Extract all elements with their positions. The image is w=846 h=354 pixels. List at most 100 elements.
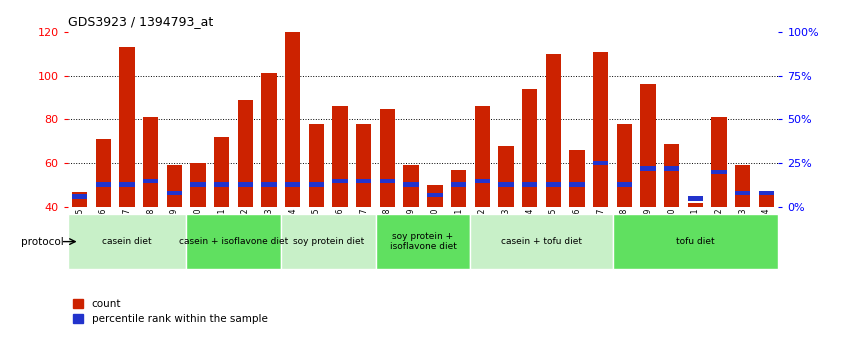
Bar — [380, 179, 395, 183]
Text: casein + tofu diet: casein + tofu diet — [501, 237, 582, 246]
Bar — [143, 179, 158, 183]
Bar — [261, 74, 277, 207]
Bar — [404, 165, 419, 207]
Text: tofu diet: tofu diet — [676, 237, 715, 246]
Bar — [664, 166, 679, 171]
Bar — [617, 182, 632, 187]
Bar — [522, 89, 537, 207]
Bar — [735, 191, 750, 195]
Text: protocol: protocol — [20, 236, 63, 247]
Text: GSM586072: GSM586072 — [715, 207, 723, 256]
Text: GSM586069: GSM586069 — [644, 207, 652, 256]
Text: GSM586052: GSM586052 — [241, 207, 250, 256]
Text: GSM586057: GSM586057 — [360, 207, 368, 256]
Text: GSM586059: GSM586059 — [407, 207, 415, 256]
Bar — [356, 124, 371, 207]
Bar — [569, 182, 585, 187]
Bar — [475, 106, 490, 207]
Bar — [593, 52, 608, 207]
Bar — [376, 214, 470, 269]
Bar — [72, 192, 87, 207]
Bar — [119, 182, 135, 187]
Text: GSM586058: GSM586058 — [383, 207, 392, 256]
Bar — [186, 214, 281, 269]
Bar — [711, 170, 727, 174]
Bar — [167, 191, 182, 195]
Bar — [759, 191, 774, 195]
Bar — [451, 170, 466, 207]
Text: GSM586062: GSM586062 — [478, 207, 486, 256]
Bar — [356, 179, 371, 183]
Bar — [735, 165, 750, 207]
Bar — [470, 214, 613, 269]
Bar — [522, 182, 537, 187]
Bar — [96, 139, 111, 207]
Text: soy protein diet: soy protein diet — [293, 237, 364, 246]
Text: GSM586046: GSM586046 — [99, 207, 107, 256]
Text: casein diet: casein diet — [102, 237, 151, 246]
Bar — [617, 124, 632, 207]
Bar — [664, 144, 679, 207]
Bar — [214, 182, 229, 187]
Bar — [238, 100, 253, 207]
Bar — [498, 146, 514, 207]
Bar — [451, 182, 466, 187]
Text: GSM586055: GSM586055 — [312, 207, 321, 256]
Bar — [143, 117, 158, 207]
Bar — [332, 179, 348, 183]
Text: GSM586064: GSM586064 — [525, 207, 534, 256]
Text: GSM586068: GSM586068 — [620, 207, 629, 256]
Text: GSM586067: GSM586067 — [596, 207, 605, 256]
Bar — [285, 182, 300, 187]
Bar — [285, 32, 300, 207]
Text: GSM586045: GSM586045 — [75, 207, 84, 256]
Bar — [380, 109, 395, 207]
Bar — [190, 182, 206, 187]
Text: GSM586050: GSM586050 — [194, 207, 202, 256]
Bar — [167, 165, 182, 207]
Bar — [640, 166, 656, 171]
Legend: count, percentile rank within the sample: count, percentile rank within the sample — [73, 299, 267, 324]
Bar — [546, 182, 561, 187]
Text: GSM586048: GSM586048 — [146, 207, 155, 256]
Text: GSM586060: GSM586060 — [431, 207, 439, 256]
Bar — [688, 196, 703, 200]
Bar — [546, 54, 561, 207]
Bar — [613, 214, 778, 269]
Text: GSM586070: GSM586070 — [667, 207, 676, 256]
Text: GSM586073: GSM586073 — [739, 207, 747, 256]
Bar — [238, 182, 253, 187]
Text: GSM586063: GSM586063 — [502, 207, 510, 256]
Text: GSM586049: GSM586049 — [170, 207, 179, 256]
Text: GSM586047: GSM586047 — [123, 207, 131, 256]
Bar — [332, 106, 348, 207]
Text: GSM586054: GSM586054 — [288, 207, 297, 256]
Text: GSM586053: GSM586053 — [265, 207, 273, 256]
Bar — [759, 194, 774, 207]
Text: GSM586065: GSM586065 — [549, 207, 558, 256]
Text: GSM586074: GSM586074 — [762, 207, 771, 256]
Bar — [309, 124, 324, 207]
Bar — [498, 182, 514, 187]
Bar — [427, 185, 442, 207]
Bar — [569, 150, 585, 207]
Bar — [261, 182, 277, 187]
Text: casein + isoflavone diet: casein + isoflavone diet — [179, 237, 288, 246]
Bar — [427, 193, 442, 197]
Bar — [68, 214, 186, 269]
Text: soy protein +
isoflavone diet: soy protein + isoflavone diet — [389, 232, 457, 251]
Bar — [688, 203, 703, 207]
Text: GSM586071: GSM586071 — [691, 207, 700, 256]
Text: GSM586056: GSM586056 — [336, 207, 344, 256]
Bar — [119, 47, 135, 207]
Text: GSM586061: GSM586061 — [454, 207, 463, 256]
Text: GSM586051: GSM586051 — [217, 207, 226, 256]
Text: GDS3923 / 1394793_at: GDS3923 / 1394793_at — [68, 15, 213, 28]
Bar — [404, 182, 419, 187]
Bar — [72, 194, 87, 199]
Text: GSM586066: GSM586066 — [573, 207, 581, 256]
Bar — [214, 137, 229, 207]
Bar — [309, 182, 324, 187]
Bar — [711, 117, 727, 207]
Bar — [475, 179, 490, 183]
